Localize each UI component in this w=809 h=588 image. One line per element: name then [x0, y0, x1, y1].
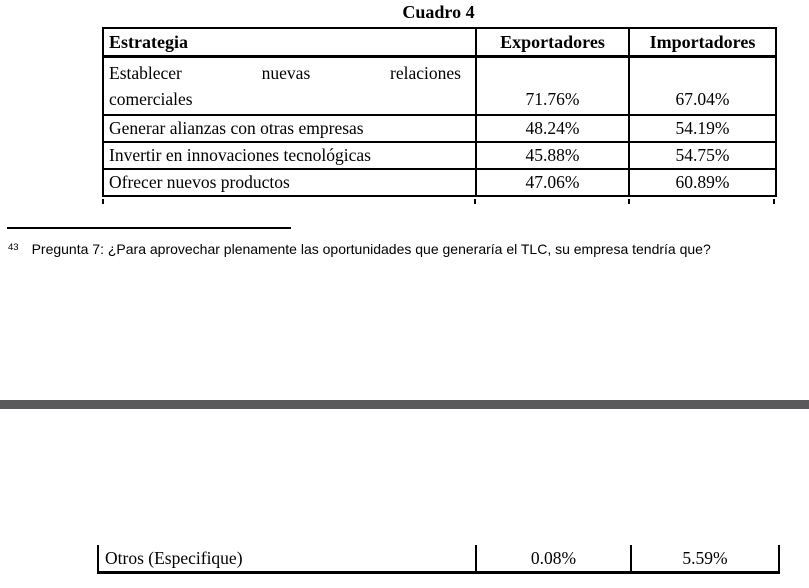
strategy-word: relaciones — [390, 63, 461, 83]
table-cut-stub — [773, 199, 775, 204]
strategy-cell: Generar alianzas con otras empresas — [102, 114, 477, 143]
strategy-cell: Invertir en innovaciones tecnológicas — [102, 141, 477, 170]
footnote-number: 43 — [8, 242, 19, 253]
table-row-establecer: Establecer nuevas relaciones comerciales… — [102, 55, 777, 116]
importadores-value: 54.75% — [628, 141, 777, 170]
strategy-cell: Otros (Especifique) — [97, 545, 477, 574]
strategy-line1: Establecer nuevas relaciones — [109, 60, 461, 86]
strategy-cell: Establecer nuevas relaciones comerciales — [102, 55, 477, 116]
exportadores-value: 48.24% — [475, 114, 630, 143]
importadores-value: 5.59% — [630, 545, 780, 574]
exportadores-value: 0.08% — [475, 545, 632, 574]
strategy-line2: comerciales — [109, 89, 193, 109]
table-row-ofrecer: Ofrecer nuevos productos 47.06% 60.89% — [102, 168, 777, 197]
importadores-value: 67.04% — [628, 55, 777, 116]
table-row-generar: Generar alianzas con otras empresas 48.2… — [102, 114, 777, 143]
table-cut-stub — [474, 199, 476, 204]
exportadores-value: 71.76% — [475, 55, 630, 116]
table-row-otros: Otros (Especifique) 0.08% 5.59% — [97, 545, 780, 574]
table-header-row: Estrategia Exportadores Importadores — [102, 27, 777, 58]
table-row-invertir: Invertir en innovaciones tecnológicas 45… — [102, 141, 777, 170]
footnote: 43 Pregunta 7: ¿Para aprovechar plenament… — [8, 240, 800, 258]
header-estrategia: Estrategia — [102, 27, 477, 58]
exportadores-value: 45.88% — [475, 141, 630, 170]
page-break-divider — [0, 400, 809, 409]
header-importadores: Importadores — [628, 27, 777, 58]
strategy-word: nuevas — [261, 63, 311, 83]
strategy-word: Establecer — [109, 63, 182, 83]
table-cut-stub — [102, 199, 104, 204]
cuadro4-table: Estrategia Exportadores Importadores Est… — [102, 27, 777, 197]
exportadores-value: 47.06% — [475, 168, 630, 197]
importadores-value: 60.89% — [628, 168, 777, 197]
importadores-value: 54.19% — [628, 114, 777, 143]
table-title: Cuadro 4 — [402, 2, 475, 22]
footnote-separator — [7, 227, 291, 229]
table-cut-stub — [628, 199, 630, 204]
header-exportadores: Exportadores — [475, 27, 630, 58]
strategy-cell: Ofrecer nuevos productos — [102, 168, 477, 197]
footnote-text: Pregunta 7: ¿Para aprovechar plenamente … — [31, 241, 711, 257]
table-continuation-otros: Otros (Especifique) 0.08% 5.59% — [97, 545, 780, 574]
